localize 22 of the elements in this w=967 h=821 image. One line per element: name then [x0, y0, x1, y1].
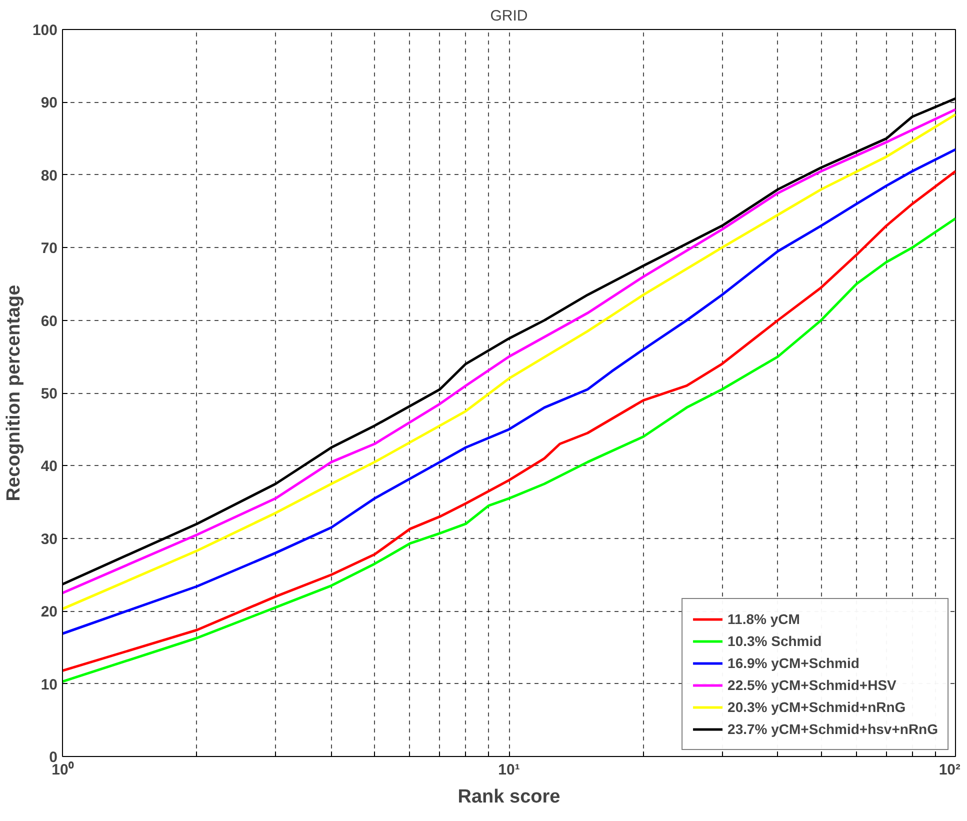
y-tick-label: 80: [40, 167, 58, 184]
y-tick-label: 100: [32, 22, 58, 39]
legend-label: 16.9% yCM+Schmid: [728, 655, 860, 671]
legend-label: 11.8% yCM: [728, 611, 800, 627]
y-axis-title: Recognition percentage: [3, 284, 24, 502]
legend-label: 10.3% Schmid: [728, 633, 822, 649]
y-tick-label: 70: [40, 240, 58, 258]
y-tick-label: 90: [40, 94, 58, 112]
y-tick-label: 10: [40, 676, 58, 694]
legend-label: 22.5% yCM+Schmid+HSV: [728, 677, 896, 693]
y-tick-label: 50: [40, 386, 58, 402]
x-tick-label: 10⁰: [52, 760, 74, 778]
legend-label: 20.3% yCM+Schmid+nRnG: [728, 699, 906, 715]
x-axis-title: Rank score: [458, 786, 560, 808]
y-tick-label: 20: [40, 604, 58, 621]
y-tick-label: 30: [40, 530, 58, 548]
x-tick-label: 10¹: [498, 762, 520, 778]
x-tick-label: 10²: [938, 762, 961, 778]
y-tick-label: 60: [40, 312, 58, 330]
y-tick-label: 40: [40, 458, 58, 476]
chart-title: GRID: [490, 8, 528, 24]
legend-label: 23.7% yCM+Schmid+hsv+nRnG: [728, 721, 938, 737]
